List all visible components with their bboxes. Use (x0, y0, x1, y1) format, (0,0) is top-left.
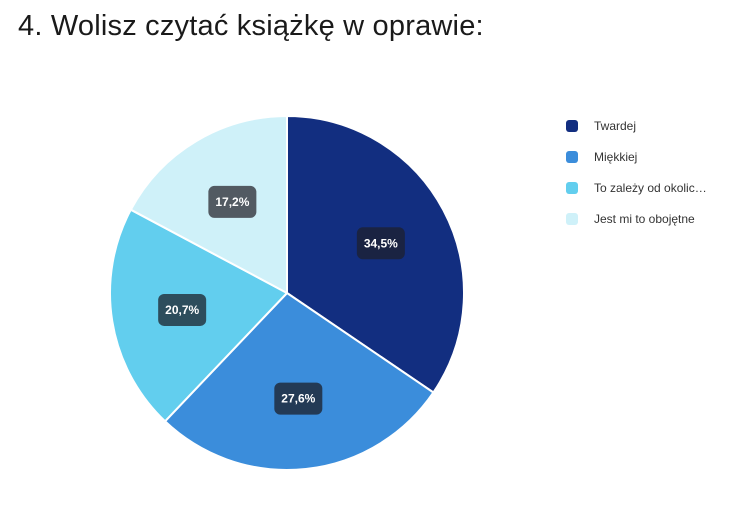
legend-item-to-zalezy[interactable]: To zależy od okolic… (566, 172, 726, 203)
slice-percent-text: 34,5% (364, 236, 398, 250)
legend-label-miekkiej: Miękkiej (594, 149, 638, 164)
legend-swatch-twardej (566, 119, 578, 132)
slice-label-box (274, 382, 323, 415)
legend-label-obojetne: Jest mi to obojętne (594, 211, 695, 226)
legend-item-miekkiej[interactable]: Miękkiej (566, 141, 726, 172)
slice-label-twardej: 34,5% (356, 227, 405, 260)
slice-percent-text: 17,2% (215, 195, 249, 209)
legend-swatch-miekkiej (566, 150, 578, 163)
slice-label-obojetne: 17,2% (208, 185, 257, 218)
chart-legend: Twardej Miękkiej To zależy od okolic… Je… (566, 110, 726, 234)
slice-label-box (208, 185, 257, 218)
pie-labels: 34,5% 27,6% 20,7% 17,2% (158, 185, 405, 415)
legend-item-twardej[interactable]: Twardej (566, 110, 726, 141)
pie-slice-miekkiej[interactable] (164, 292, 435, 471)
legend-swatch-to-zalezy (566, 181, 578, 194)
slice-percent-text: 27,6% (281, 392, 315, 406)
slice-label-box (356, 227, 405, 260)
slice-label-miekkiej: 27,6% (274, 382, 323, 415)
legend-swatch-obojetne (566, 212, 578, 225)
slice-label-box (158, 293, 207, 326)
slice-percent-text: 20,7% (165, 303, 199, 317)
legend-label-to-zalezy: To zależy od okolic… (594, 180, 707, 195)
legend-label-twardej: Twardej (594, 118, 637, 133)
legend-item-obojetne[interactable]: Jest mi to obojętne (566, 203, 726, 234)
question-title: 4. Wolisz czytać książkę w oprawie: (18, 10, 484, 42)
pie-slices (109, 115, 465, 471)
slice-label-to-zalezy: 20,7% (158, 293, 207, 326)
